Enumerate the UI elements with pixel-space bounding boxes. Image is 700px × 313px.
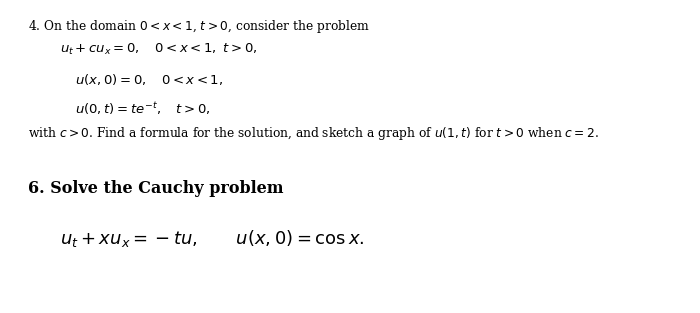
Text: with $c > 0$. Find a formula for the solution, and sketch a graph of $u(1, t)$ f: with $c > 0$. Find a formula for the sol… [28,125,599,142]
Text: 4. On the domain $0 < x < 1$, $t > 0$, consider the problem: 4. On the domain $0 < x < 1$, $t > 0$, c… [28,18,370,35]
Text: $u(0, t) = te^{-t}, \quad t > 0,$: $u(0, t) = te^{-t}, \quad t > 0,$ [75,100,211,117]
Text: 6. Solve the Cauchy problem: 6. Solve the Cauchy problem [28,180,284,197]
Text: $u_t + xu_x = -tu, \qquad u(x, 0) = \cos x.$: $u_t + xu_x = -tu, \qquad u(x, 0) = \cos… [60,228,365,249]
Text: $u(x, 0) = 0, \quad 0 < x < 1,$: $u(x, 0) = 0, \quad 0 < x < 1,$ [75,72,223,87]
Text: $u_t + cu_x = 0, \quad 0 < x < 1,\ t > 0,$: $u_t + cu_x = 0, \quad 0 < x < 1,\ t > 0… [60,42,258,57]
